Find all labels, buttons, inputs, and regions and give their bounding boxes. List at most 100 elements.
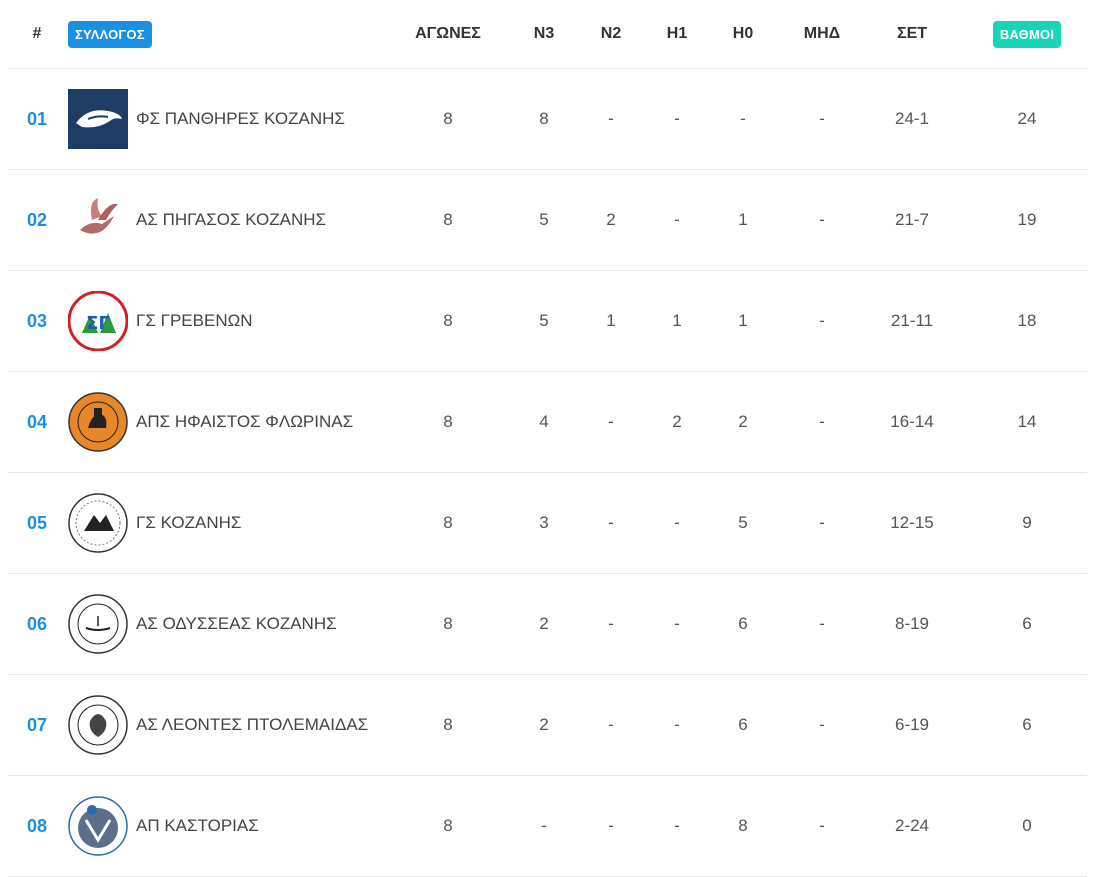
- sets: 6-19: [894, 715, 930, 734]
- wins-3: -: [541, 816, 547, 835]
- rank-number: 08: [26, 815, 48, 836]
- sets: 24-1: [894, 109, 930, 128]
- club-cell[interactable]: ΣΓ ΓΣ ΓΡΕΒΕΝΩΝ: [68, 271, 253, 371]
- wins-3: 8: [539, 109, 549, 128]
- losses-0: -: [740, 109, 746, 128]
- rank-number: 01: [26, 108, 48, 129]
- losses-0: 1: [738, 210, 748, 229]
- club-name[interactable]: ΑΣ ΟΔΥΣΣΕΑΣ ΚΟΖΑΝΗΣ: [136, 614, 337, 633]
- zero-matches: -: [819, 614, 825, 633]
- header-n2[interactable]: Ν2: [600, 25, 622, 42]
- header-club-label: ΣΥΛΛΟΓΟΣ: [68, 20, 152, 48]
- sets: 16-14: [890, 412, 934, 431]
- odysseas-logo: [68, 594, 128, 654]
- header-h0[interactable]: Η0: [732, 25, 754, 42]
- losses-0: 2: [738, 412, 748, 431]
- points: 19: [1017, 210, 1037, 229]
- points: 18: [1017, 311, 1037, 330]
- sets: 8-19: [894, 614, 930, 633]
- losses-1: -: [674, 715, 680, 734]
- points: 0: [1022, 816, 1032, 835]
- table-row: 04 ΑΠΣ ΗΦΑΙΣΤΟΣ ΦΛΩΡΙΝΑΣ 8 4 - 2 2 - 16-…: [8, 372, 1087, 473]
- header-club[interactable]: ΣΥΛΛΟΓΟΣ: [68, 0, 168, 68]
- kozani-logo: [68, 493, 128, 553]
- header-rank: #: [32, 25, 42, 42]
- club-cell[interactable]: ΑΠΣ ΗΦΑΙΣΤΟΣ ΦΛΩΡΙΝΑΣ: [68, 372, 353, 472]
- rank-number: 03: [26, 310, 48, 331]
- games-played: 8: [443, 715, 453, 734]
- losses-1: -: [674, 614, 680, 633]
- losses-1: 2: [672, 412, 682, 431]
- header-h1[interactable]: Η1: [666, 25, 688, 42]
- club-cell[interactable]: ΑΣ ΠΗΓΑΣΟΣ ΚΟΖΑΝΗΣ: [68, 170, 326, 270]
- wins-2: 1: [606, 311, 616, 330]
- wins-2: -: [608, 614, 614, 633]
- club-cell[interactable]: ΦΣ ΠΑΝΘΗΡΕΣ ΚΟΖΑΝΗΣ: [68, 69, 345, 169]
- points: 6: [1022, 614, 1032, 633]
- losses-0: 5: [738, 513, 748, 532]
- games-played: 8: [443, 109, 453, 128]
- games-played: 8: [443, 816, 453, 835]
- zero-matches: -: [819, 311, 825, 330]
- wins-2: -: [608, 715, 614, 734]
- sets: 21-7: [894, 210, 930, 229]
- zero-matches: -: [819, 715, 825, 734]
- losses-1: -: [674, 210, 680, 229]
- losses-1: -: [674, 816, 680, 835]
- points: 14: [1017, 412, 1037, 431]
- zero-matches: -: [819, 816, 825, 835]
- rank-number: 02: [26, 209, 48, 230]
- losses-1: -: [674, 109, 680, 128]
- points: 24: [1017, 109, 1037, 128]
- club-name[interactable]: ΓΣ ΓΡΕΒΕΝΩΝ: [136, 311, 253, 330]
- club-name[interactable]: ΑΠ ΚΑΣΤΟΡΙΑΣ: [136, 816, 259, 835]
- club-name[interactable]: ΑΣ ΛΕΟΝΤΕΣ ΠΤΟΛΕΜΑΙΔΑΣ: [136, 715, 369, 734]
- club-cell[interactable]: ΑΠ ΚΑΣΤΟΡΙΑΣ: [68, 776, 259, 876]
- table-row: 02 ΑΣ ΠΗΓΑΣΟΣ ΚΟΖΑΝΗΣ 8 5 2 - 1 - 21-7 1…: [8, 170, 1087, 271]
- header-points[interactable]: ΒΑΘΜΟΙ: [968, 0, 1086, 68]
- club-cell[interactable]: ΓΣ ΚΟΖΑΝΗΣ: [68, 473, 241, 573]
- header-mhd[interactable]: ΜΗΔ: [803, 25, 841, 42]
- header-games[interactable]: ΑΓΩΝΕΣ: [415, 25, 481, 42]
- club-name[interactable]: ΓΣ ΚΟΖΑΝΗΣ: [136, 513, 242, 532]
- club-name[interactable]: ΑΣ ΠΗΓΑΣΟΣ ΚΟΖΑΝΗΣ: [136, 210, 327, 229]
- wins-3: 4: [539, 412, 549, 431]
- header-n3[interactable]: Ν3: [533, 25, 555, 42]
- wins-3: 2: [539, 715, 549, 734]
- zero-matches: -: [819, 513, 825, 532]
- rank-number: 04: [26, 411, 48, 432]
- svg-text:ΣΓ: ΣΓ: [86, 313, 110, 334]
- zero-matches: -: [819, 109, 825, 128]
- table-row: 03 ΣΓ ΓΣ ΓΡΕΒΕΝΩΝ 8 5 1 1 1 - 21-11 18: [8, 271, 1087, 372]
- zero-matches: -: [819, 210, 825, 229]
- header-points-label: ΒΑΘΜΟΙ: [992, 20, 1062, 48]
- panther-logo: [68, 89, 128, 149]
- losses-1: -: [674, 513, 680, 532]
- losses-0: 1: [738, 311, 748, 330]
- wins-2: 2: [606, 210, 616, 229]
- club-cell[interactable]: ΑΣ ΛΕΟΝΤΕΣ ΠΤΟΛΕΜΑΙΔΑΣ: [68, 675, 368, 775]
- club-cell[interactable]: ΑΣ ΟΔΥΣΣΕΑΣ ΚΟΖΑΝΗΣ: [68, 574, 337, 674]
- losses-0: 6: [738, 614, 748, 633]
- header-set[interactable]: ΣΕΤ: [896, 25, 928, 42]
- games-played: 8: [443, 614, 453, 633]
- losses-0: 6: [738, 715, 748, 734]
- table-row: 06 ΑΣ ΟΔΥΣΣΕΑΣ ΚΟΖΑΝΗΣ 8 2 - - 6 - 8-19 …: [8, 574, 1087, 675]
- losses-1: 1: [672, 311, 682, 330]
- games-played: 8: [443, 513, 453, 532]
- wins-3: 5: [539, 210, 549, 229]
- table-row: 01 ΦΣ ΠΑΝΘΗΡΕΣ ΚΟΖΑΝΗΣ 8 8 - - - - 24-1 …: [8, 69, 1087, 170]
- wins-2: -: [608, 109, 614, 128]
- wins-2: -: [608, 513, 614, 532]
- wins-2: -: [608, 412, 614, 431]
- club-name[interactable]: ΦΣ ΠΑΝΘΗΡΕΣ ΚΟΖΑΝΗΣ: [136, 109, 345, 128]
- wins-3: 5: [539, 311, 549, 330]
- rank-number: 07: [26, 714, 48, 735]
- club-name[interactable]: ΑΠΣ ΗΦΑΙΣΤΟΣ ΦΛΩΡΙΝΑΣ: [136, 412, 354, 431]
- games-played: 8: [443, 311, 453, 330]
- wins-3: 3: [539, 513, 549, 532]
- rank-number: 06: [26, 613, 48, 634]
- hephaestus-logo: [68, 392, 128, 452]
- sets: 2-24: [894, 816, 930, 835]
